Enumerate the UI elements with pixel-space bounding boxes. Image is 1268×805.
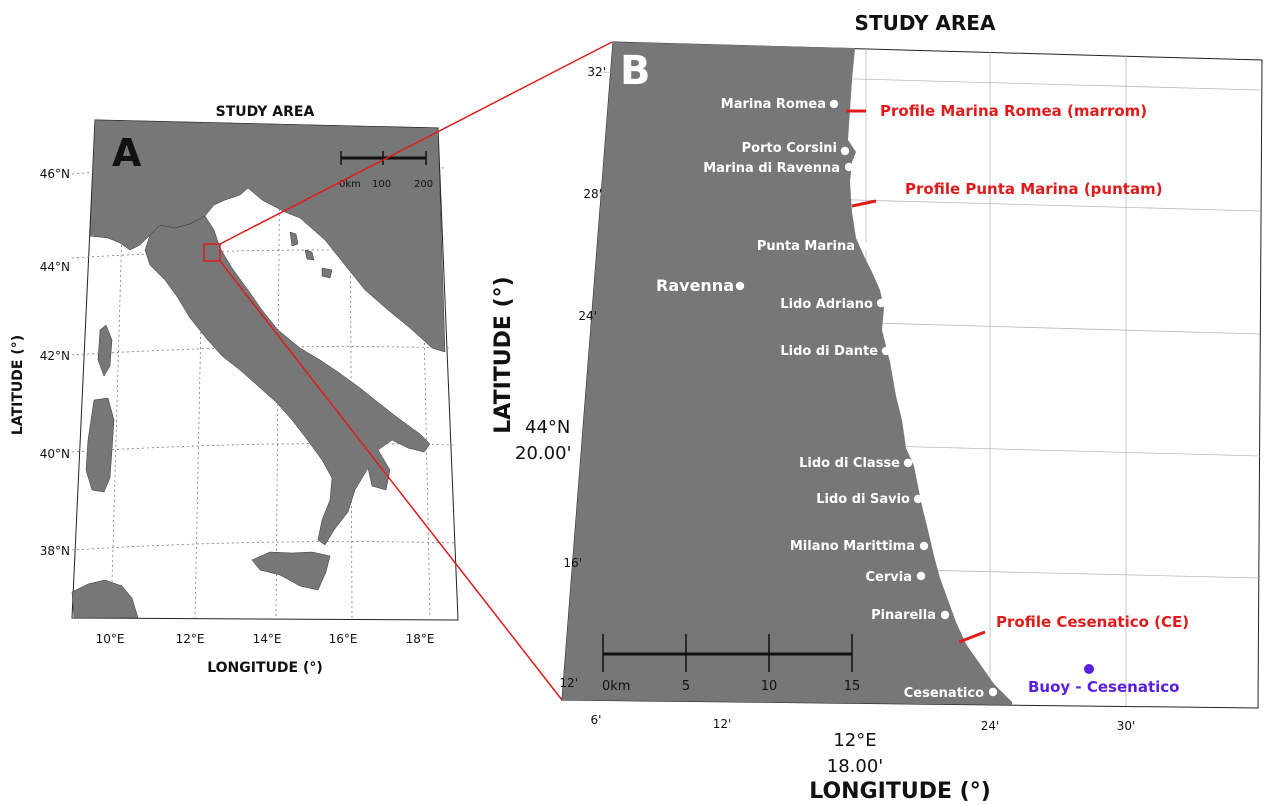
marker-lido-di-dante xyxy=(881,346,891,356)
panel-a-scalebar: 0km 100 200 xyxy=(339,151,433,190)
panel-b-lat-20: 20.00' xyxy=(515,443,571,464)
panel-a-land xyxy=(71,119,446,619)
panel-a-lat-42: 42°N xyxy=(40,349,70,363)
panel-a-scalebar-100: 100 xyxy=(372,179,391,190)
profile-cesenatico-label: Profile Cesenatico (CE) xyxy=(996,613,1189,631)
panel-a-title: STUDY AREA xyxy=(216,104,315,120)
marker-cervia xyxy=(916,571,926,581)
profile-marina-romea-label: Profile Marina Romea (marrom) xyxy=(880,102,1147,120)
label-punta-marina: Punta Marina xyxy=(757,239,855,254)
panel-b-lat-28: 28' xyxy=(583,187,602,201)
label-milano-marittima: Milano Marittima xyxy=(790,539,915,554)
panel-b-lat-16: 16' xyxy=(563,556,582,570)
label-cervia: Cervia xyxy=(866,570,912,585)
panel-b-lat-12: 12' xyxy=(559,676,578,690)
buoy-label: Buoy - Cesenatico xyxy=(1028,678,1179,696)
marker-lido-di-classe xyxy=(903,458,913,468)
label-cesenatico: Cesenatico xyxy=(904,686,984,701)
marker-lido-adriano xyxy=(876,298,886,308)
panel-b-letter: B xyxy=(620,48,651,94)
label-lido-di-dante: Lido di Dante xyxy=(780,344,878,359)
panel-a-lat-38: 38°N xyxy=(40,544,70,558)
zoom-line-bottom xyxy=(219,260,563,701)
panel-b-lat-44n: 44°N xyxy=(525,417,570,438)
panel-a-scalebar-0: 0km xyxy=(339,179,361,190)
zoom-line-top xyxy=(219,41,613,245)
label-porto-corsini: Porto Corsini xyxy=(742,141,837,156)
panel-a-lon-10: 10°E xyxy=(96,632,125,646)
profile-punta-marina-mark xyxy=(851,199,877,208)
panel-a-letter: A xyxy=(112,131,142,175)
profile-cesenatico-mark xyxy=(958,630,986,644)
panel-b-xlabel: LONGITUDE (°) xyxy=(809,779,991,804)
panel-a-ylabel: LATITUDE (°) xyxy=(10,335,26,435)
buoy-marker xyxy=(1084,664,1094,674)
marker-marina-di-ravenna xyxy=(844,162,854,172)
panel-b-place-labels: Marina Romea Porto Corsini Marina di Rav… xyxy=(656,97,984,701)
panel-b-scalebar-0: 0km xyxy=(602,679,630,694)
panel-a-lat-46: 46°N xyxy=(40,167,70,181)
label-lido-adriano: Lido Adriano xyxy=(780,297,873,312)
panel-b-lon-12e: 12°E xyxy=(833,730,876,751)
panel-b-scalebar-15: 15 xyxy=(844,679,861,694)
panel-b-profiles: Profile Marina Romea (marrom) Profile Pu… xyxy=(846,102,1189,644)
panel-b-lat-32: 32' xyxy=(587,65,606,79)
panel-b-ylabel: LATITUDE (°) xyxy=(491,276,516,433)
panel-a-graticule xyxy=(71,119,457,619)
panel-b-scalebar-5: 5 xyxy=(682,679,690,694)
panel-b-lon-30: 30' xyxy=(1117,719,1136,733)
panel-b-lon-6: 6' xyxy=(591,713,602,727)
panel-a-lon-16: 16°E xyxy=(329,632,358,646)
panel-a: STUDY AREA xyxy=(10,104,459,676)
panel-a-scalebar-200: 200 xyxy=(414,179,433,190)
label-lido-di-classe: Lido di Classe xyxy=(799,456,900,471)
label-ravenna: Ravenna xyxy=(656,276,734,295)
panel-b-lon-12: 12' xyxy=(713,717,732,731)
panel-b-land xyxy=(562,42,1012,705)
panel-a-lon-14: 14°E xyxy=(253,632,282,646)
panel-a-study-box xyxy=(203,243,221,262)
panel-a-lon-18: 18°E xyxy=(406,632,435,646)
panel-b: STUDY AREA B xyxy=(491,11,1263,804)
marker-punta-marina xyxy=(859,241,869,251)
label-lido-di-savio: Lido di Savio xyxy=(816,492,910,507)
panel-b-scalebar-10: 10 xyxy=(761,679,778,694)
panel-b-title: STUDY AREA xyxy=(855,11,996,35)
panel-a-lat-44: 44°N xyxy=(40,260,70,274)
marker-cesenatico xyxy=(988,687,998,697)
panel-a-lon-12: 12°E xyxy=(176,632,205,646)
marker-milano-marittima xyxy=(919,541,929,551)
panel-a-lat-40: 40°N xyxy=(40,447,70,461)
profile-punta-marina-label: Profile Punta Marina (puntam) xyxy=(905,180,1163,198)
label-pinarella: Pinarella xyxy=(871,608,936,623)
label-marina-romea: Marina Romea xyxy=(721,97,826,112)
marker-pinarella xyxy=(940,610,950,620)
panel-b-lon-18: 18.00' xyxy=(827,756,883,777)
panel-a-xlabel: LONGITUDE (°) xyxy=(207,660,323,676)
panel-b-lon-24: 24' xyxy=(981,719,1000,733)
marker-ravenna xyxy=(735,281,745,291)
panel-b-place-markers xyxy=(735,99,998,697)
marker-lido-di-savio xyxy=(913,494,923,504)
marker-porto-corsini xyxy=(840,146,850,156)
panel-b-scalebar: 0km 5 10 15 xyxy=(602,634,860,694)
panel-b-lat-24: 24' xyxy=(578,309,597,323)
marker-marina-romea xyxy=(829,99,839,109)
label-marina-di-ravenna: Marina di Ravenna xyxy=(703,161,840,176)
